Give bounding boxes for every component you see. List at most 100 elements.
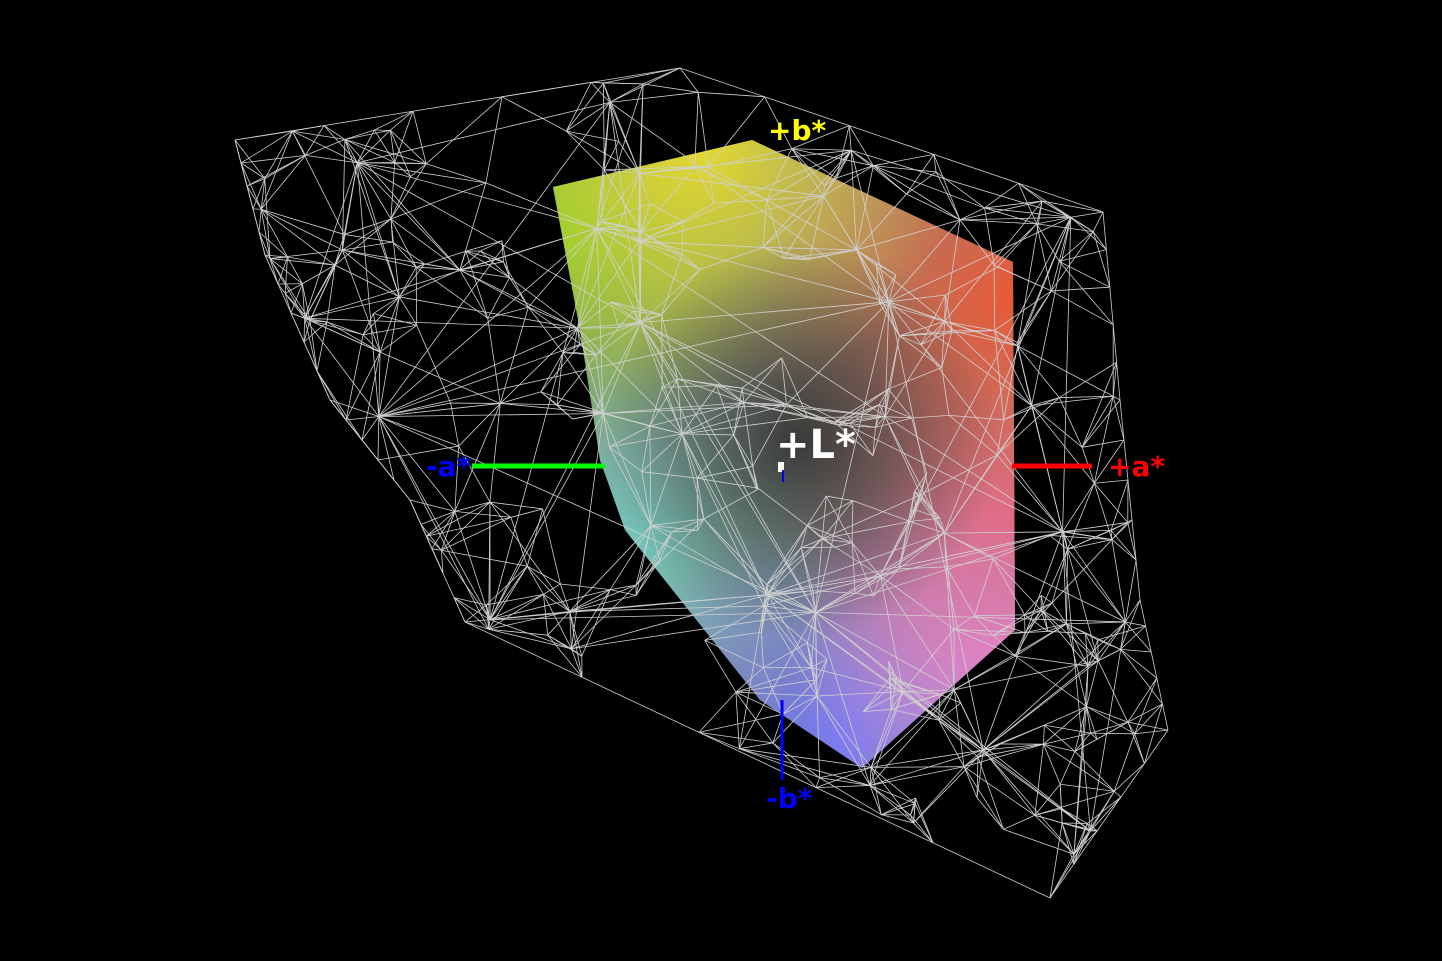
- mesh-edge: [1067, 522, 1128, 550]
- mesh-edge: [459, 269, 529, 308]
- mesh-edge: [823, 195, 890, 303]
- mesh-edge: [885, 416, 912, 419]
- mesh-edge: [487, 277, 510, 319]
- mesh-edge: [357, 162, 641, 323]
- mesh-edge: [440, 550, 444, 574]
- mesh-edge: [946, 558, 994, 568]
- mesh-edge: [902, 629, 955, 692]
- mesh-edge: [378, 301, 889, 417]
- mesh-edge: [992, 558, 1025, 616]
- mesh-edge: [681, 221, 684, 255]
- mesh-edge: [1044, 724, 1076, 752]
- mesh-edge: [869, 785, 916, 804]
- mesh-edge: [993, 264, 996, 331]
- mesh-edge: [240, 154, 306, 164]
- mesh-edge: [576, 328, 581, 346]
- mesh-edge: [963, 766, 978, 798]
- mesh-edge: [269, 258, 311, 321]
- mesh-edge: [1073, 823, 1088, 855]
- mesh-edge: [569, 594, 637, 612]
- mesh-edge: [378, 352, 381, 417]
- mesh-edge: [1097, 660, 1129, 723]
- mesh-edge: [836, 165, 874, 179]
- mesh-edge: [316, 370, 347, 421]
- mesh-edge: [856, 249, 881, 304]
- mesh-edge: [1049, 830, 1091, 899]
- mesh-edge: [565, 82, 604, 132]
- mesh-edge: [378, 403, 501, 417]
- mesh-edge: [509, 277, 578, 329]
- mesh-edge: [649, 402, 745, 427]
- mesh-edge: [694, 166, 767, 201]
- mesh-edge: [899, 330, 995, 337]
- mesh-edge: [733, 434, 754, 467]
- mesh-edge: [571, 594, 768, 650]
- mesh-edge: [640, 322, 787, 406]
- mesh-edge: [618, 141, 640, 174]
- mesh-edge: [635, 531, 672, 596]
- mesh-edge: [974, 615, 1026, 633]
- mesh-edge: [992, 635, 1016, 657]
- mesh-edge: [767, 594, 812, 668]
- mesh-edge: [373, 296, 400, 314]
- mesh-edge: [390, 176, 411, 220]
- mesh-edge: [1059, 395, 1114, 398]
- mesh-edge: [1090, 796, 1122, 832]
- mesh-edge: [392, 241, 417, 268]
- mesh-edge: [938, 702, 962, 721]
- mesh-edge: [301, 283, 311, 321]
- mesh-edge: [357, 162, 427, 165]
- mesh-edge: [869, 767, 872, 786]
- mesh-edge: [264, 254, 279, 285]
- mesh-edge: [356, 162, 380, 417]
- mesh-edge: [577, 228, 598, 329]
- mesh-edge: [344, 139, 427, 165]
- mesh-edge: [910, 803, 916, 816]
- mesh-edge: [767, 594, 1091, 832]
- mesh-edge: [819, 766, 872, 779]
- mesh-edge: [596, 228, 641, 323]
- mesh-edge: [542, 508, 561, 585]
- mesh-edge: [851, 500, 854, 543]
- mesh-edge: [269, 258, 303, 285]
- mesh-edge: [603, 404, 787, 414]
- mesh-edge: [640, 322, 745, 403]
- mesh-edge: [362, 313, 374, 335]
- mesh-edge: [872, 416, 886, 456]
- mesh-edge: [856, 249, 900, 336]
- mesh-edge: [650, 525, 698, 531]
- mesh-edge: [698, 713, 783, 733]
- mesh-edge: [681, 433, 765, 607]
- mesh-edge: [915, 797, 934, 843]
- mesh-edge: [547, 634, 572, 650]
- mesh-edge: [739, 748, 871, 786]
- mesh-edge: [1043, 743, 1115, 792]
- mesh-edge: [362, 334, 381, 353]
- mesh-edge: [292, 130, 345, 140]
- mesh-edge: [1086, 666, 1089, 707]
- mesh-edge: [559, 583, 571, 612]
- mesh-edge: [763, 667, 784, 715]
- mesh-edge: [888, 367, 942, 390]
- mesh-edge: [1090, 732, 1098, 740]
- mesh-edge: [939, 694, 961, 704]
- mesh-edge: [824, 177, 837, 186]
- mesh-edge: [766, 149, 852, 201]
- mesh-edge: [1127, 677, 1158, 723]
- mesh-edge: [464, 621, 489, 630]
- mesh-edge: [639, 149, 852, 174]
- mesh-edge: [488, 611, 570, 630]
- mesh-edge: [875, 263, 881, 304]
- mesh-edge: [851, 542, 881, 577]
- mesh-edge: [677, 378, 745, 403]
- mesh-edge: [698, 732, 740, 750]
- mesh-edge: [611, 301, 641, 323]
- mesh-edge: [390, 110, 414, 131]
- mesh-edge: [596, 227, 1063, 533]
- mesh-edge: [302, 264, 336, 285]
- mesh-edge: [454, 446, 460, 512]
- mesh-edge: [760, 632, 764, 668]
- mesh-edge: [566, 130, 640, 174]
- mesh-edge: [577, 328, 683, 435]
